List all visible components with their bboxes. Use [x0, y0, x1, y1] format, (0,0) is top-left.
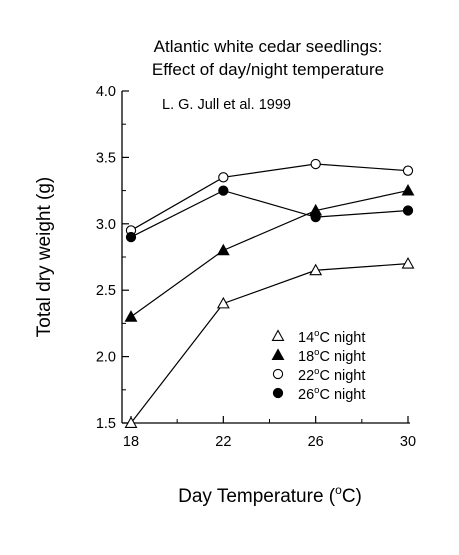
data-point [401, 183, 415, 196]
x-tick-label: 26 [308, 434, 324, 450]
y-tick-label: 3.5 [96, 150, 116, 166]
series-circle-open [125, 158, 414, 236]
data-point [402, 205, 414, 216]
legend-label-degree: o [314, 328, 319, 339]
legend-item: 18oC night [271, 347, 365, 365]
y-tick-label: 2.0 [96, 350, 116, 366]
chart-subtitle: Effect of day/night temperature [152, 60, 384, 79]
plot-axes: 1.5 2.0 2.5 3.0 3.5 4.0 18 22 26 30 [96, 84, 416, 450]
chart-title: Atlantic white cedar seedlings: [154, 37, 383, 56]
legend-label-degree: o [314, 385, 319, 396]
legend-label: 26oC night [298, 385, 365, 403]
legend-item: 26oC night [272, 385, 365, 403]
legend-label-unit: C night [319, 330, 365, 346]
legend-item: 22oC night [272, 366, 365, 384]
legend-marker [271, 329, 285, 341]
x-tick-label: 22 [215, 434, 231, 450]
legend-label-degree: o [314, 366, 319, 377]
y-axis-label: Total dry weight (g) [34, 177, 55, 338]
data-point [218, 172, 229, 183]
series-circle-filled [125, 185, 414, 243]
data-point [401, 257, 415, 269]
legend-label: 18oC night [298, 347, 365, 365]
series-line [130, 163, 409, 231]
legend-marker [272, 387, 284, 399]
y-tick-label: 1.5 [96, 416, 116, 432]
legend-label-number: 18 [298, 349, 314, 365]
legend-label-unit: C night [319, 349, 365, 365]
series-line [130, 263, 409, 424]
data-point [216, 296, 230, 309]
legend-label-unit: C night [319, 368, 365, 384]
series-layer [124, 158, 415, 428]
x-axis-label-degree: o [335, 483, 342, 497]
x-tick-label: 18 [123, 434, 139, 450]
chart-annotation: L. G. Jull et al. 1999 [162, 97, 291, 113]
legend-item: 14oC night [271, 328, 365, 346]
x-tick-label: 30 [400, 434, 416, 450]
x-axis-label-main: Day Temperature ( [178, 486, 336, 507]
legend-label-number: 22 [298, 368, 314, 384]
x-axis-label-unit: C) [342, 486, 362, 507]
legend-label-number: 26 [298, 387, 314, 403]
legend-label-number: 14 [298, 330, 314, 346]
series-line [130, 189, 409, 238]
legend-label: 22oC night [298, 366, 365, 384]
legend-label-unit: C night [319, 387, 365, 403]
data-point [124, 416, 138, 428]
legend-label-degree: o [314, 347, 319, 358]
data-point [125, 231, 137, 243]
y-tick-label: 4.0 [96, 84, 116, 100]
y-tick-label: 3.0 [96, 217, 116, 233]
legend-marker [271, 348, 285, 360]
legend-marker [272, 368, 284, 380]
data-point [310, 158, 321, 170]
x-axis-label: Day Temperature (oC) [178, 483, 362, 507]
legend-label: 14oC night [298, 328, 365, 346]
y-tick-label: 2.5 [96, 283, 116, 299]
series-triangle-filled [124, 183, 415, 322]
data-point [218, 185, 229, 196]
series-line [130, 190, 409, 318]
series-triangle-open [124, 257, 415, 428]
data-point [309, 263, 323, 276]
data-point [124, 310, 138, 322]
data-point [216, 243, 230, 256]
data-point [310, 212, 321, 223]
data-point [402, 165, 414, 176]
